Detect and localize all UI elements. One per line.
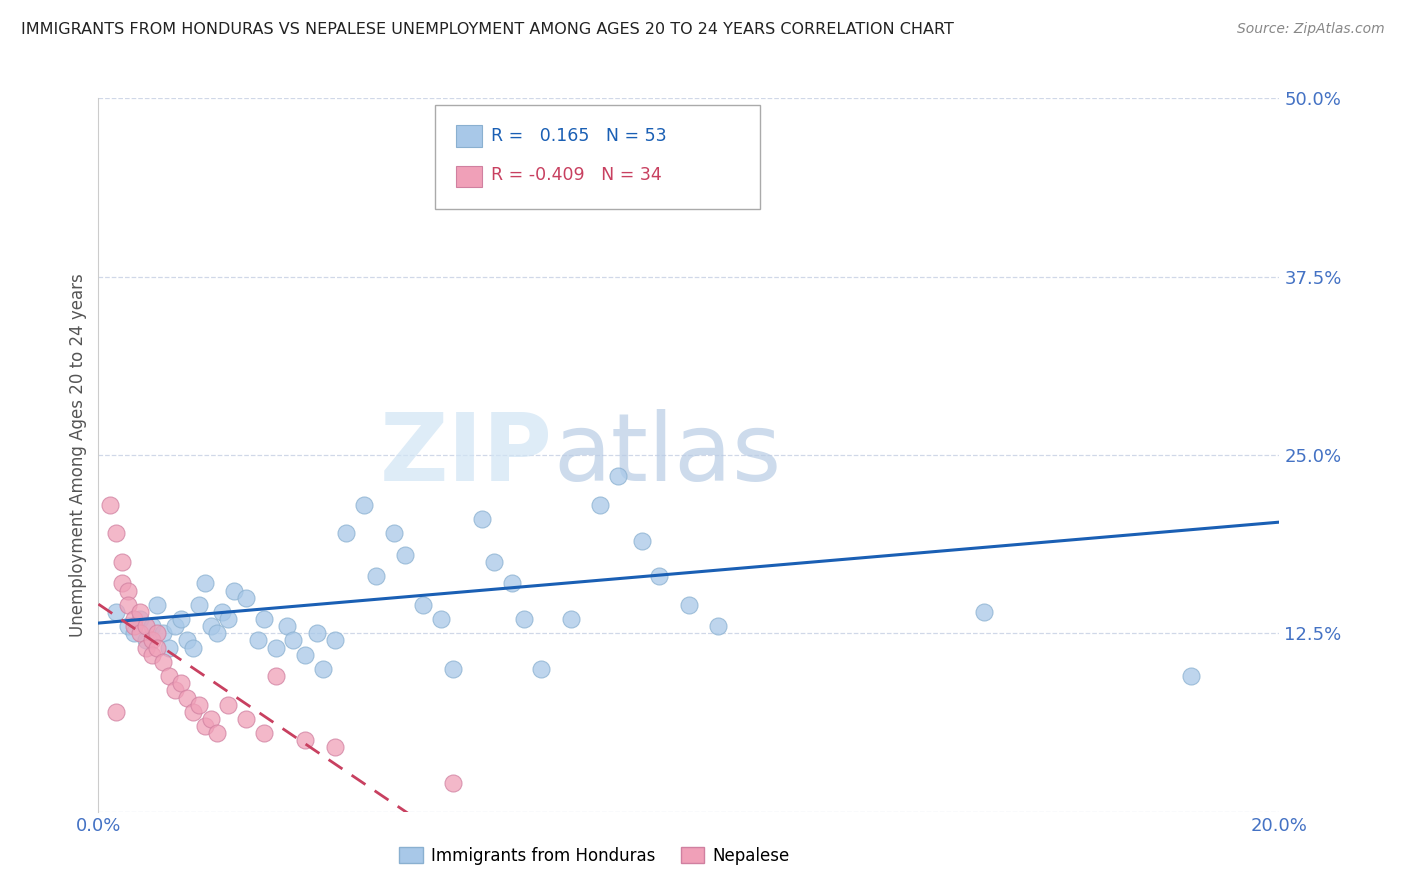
Point (264, 669, 287, 683)
Point (707, 619, 730, 633)
Point (157, 640, 180, 655)
Point (217, 698, 239, 712)
Point (666, 191, 689, 205)
Point (141, 633, 163, 648)
Point (353, 498, 375, 512)
Point (430, 612, 453, 626)
Point (187, 698, 209, 712)
Point (283, 633, 305, 648)
Point (205, 726, 228, 740)
Point (501, 576, 523, 591)
Point (200, 712, 222, 726)
Text: IMMIGRANTS FROM HONDURAS VS NEPALESE UNEMPLOYMENT AMONG AGES 20 TO 24 YEARS CORR: IMMIGRANTS FROM HONDURAS VS NEPALESE UNE… (21, 22, 953, 37)
Point (235, 591, 257, 605)
Point (1180, 669, 1202, 683)
Text: Source: ZipAtlas.com: Source: ZipAtlas.com (1237, 22, 1385, 37)
Point (648, 569, 671, 583)
Point (135, 640, 157, 655)
FancyBboxPatch shape (434, 105, 759, 209)
Point (323, 740, 346, 755)
Point (246, 633, 269, 648)
Point (141, 619, 163, 633)
Point (364, 569, 387, 583)
Point (224, 583, 246, 598)
Point (165, 683, 187, 698)
Point (146, 598, 169, 612)
Point (323, 633, 346, 648)
Point (152, 655, 174, 669)
Point (117, 583, 139, 598)
Point (146, 640, 169, 655)
Legend: Immigrants from Honduras, Nepalese: Immigrants from Honduras, Nepalese (392, 840, 796, 871)
Point (294, 648, 316, 662)
Text: R = -0.409   N = 34: R = -0.409 N = 34 (491, 166, 661, 184)
Point (312, 662, 335, 676)
Point (105, 705, 128, 719)
Text: atlas: atlas (553, 409, 782, 501)
Point (176, 633, 198, 648)
Point (135, 633, 157, 648)
Point (335, 526, 357, 541)
Point (194, 576, 217, 591)
Point (135, 619, 157, 633)
Point (111, 576, 134, 591)
Point (217, 612, 239, 626)
Point (152, 626, 174, 640)
Point (276, 619, 298, 633)
Point (482, 555, 505, 569)
Point (211, 605, 233, 619)
Point (98, 498, 121, 512)
Point (394, 548, 416, 562)
Point (235, 712, 257, 726)
Point (441, 662, 464, 676)
Point (589, 498, 612, 512)
Point (165, 619, 187, 633)
Point (205, 626, 228, 640)
Point (412, 598, 434, 612)
Point (194, 719, 217, 733)
Point (105, 605, 128, 619)
Point (200, 619, 222, 633)
Point (128, 612, 150, 626)
Point (181, 705, 204, 719)
Point (128, 605, 150, 619)
Point (187, 598, 209, 612)
Point (128, 626, 150, 640)
Point (122, 619, 145, 633)
Point (678, 598, 700, 612)
Point (170, 612, 193, 626)
Point (382, 526, 405, 541)
Point (512, 612, 534, 626)
Point (117, 598, 139, 612)
Point (264, 640, 287, 655)
FancyBboxPatch shape (457, 125, 482, 146)
Point (560, 612, 582, 626)
Point (111, 555, 134, 569)
Point (176, 690, 198, 705)
Y-axis label: Unemployment Among Ages 20 to 24 years: Unemployment Among Ages 20 to 24 years (69, 273, 87, 637)
Text: ZIP: ZIP (380, 409, 553, 501)
Point (146, 626, 169, 640)
Point (294, 733, 316, 747)
Point (630, 533, 652, 548)
Text: R =   0.165   N = 53: R = 0.165 N = 53 (491, 127, 666, 145)
Point (157, 669, 180, 683)
FancyBboxPatch shape (457, 166, 482, 187)
Point (122, 626, 145, 640)
Point (607, 469, 630, 483)
Point (170, 676, 193, 690)
Point (117, 619, 139, 633)
Point (471, 512, 494, 526)
Point (441, 776, 464, 790)
Point (181, 640, 204, 655)
Point (253, 612, 276, 626)
Point (122, 612, 145, 626)
Point (105, 526, 128, 541)
Point (253, 726, 276, 740)
Point (141, 648, 163, 662)
Point (973, 605, 995, 619)
Point (305, 626, 328, 640)
Point (530, 662, 553, 676)
